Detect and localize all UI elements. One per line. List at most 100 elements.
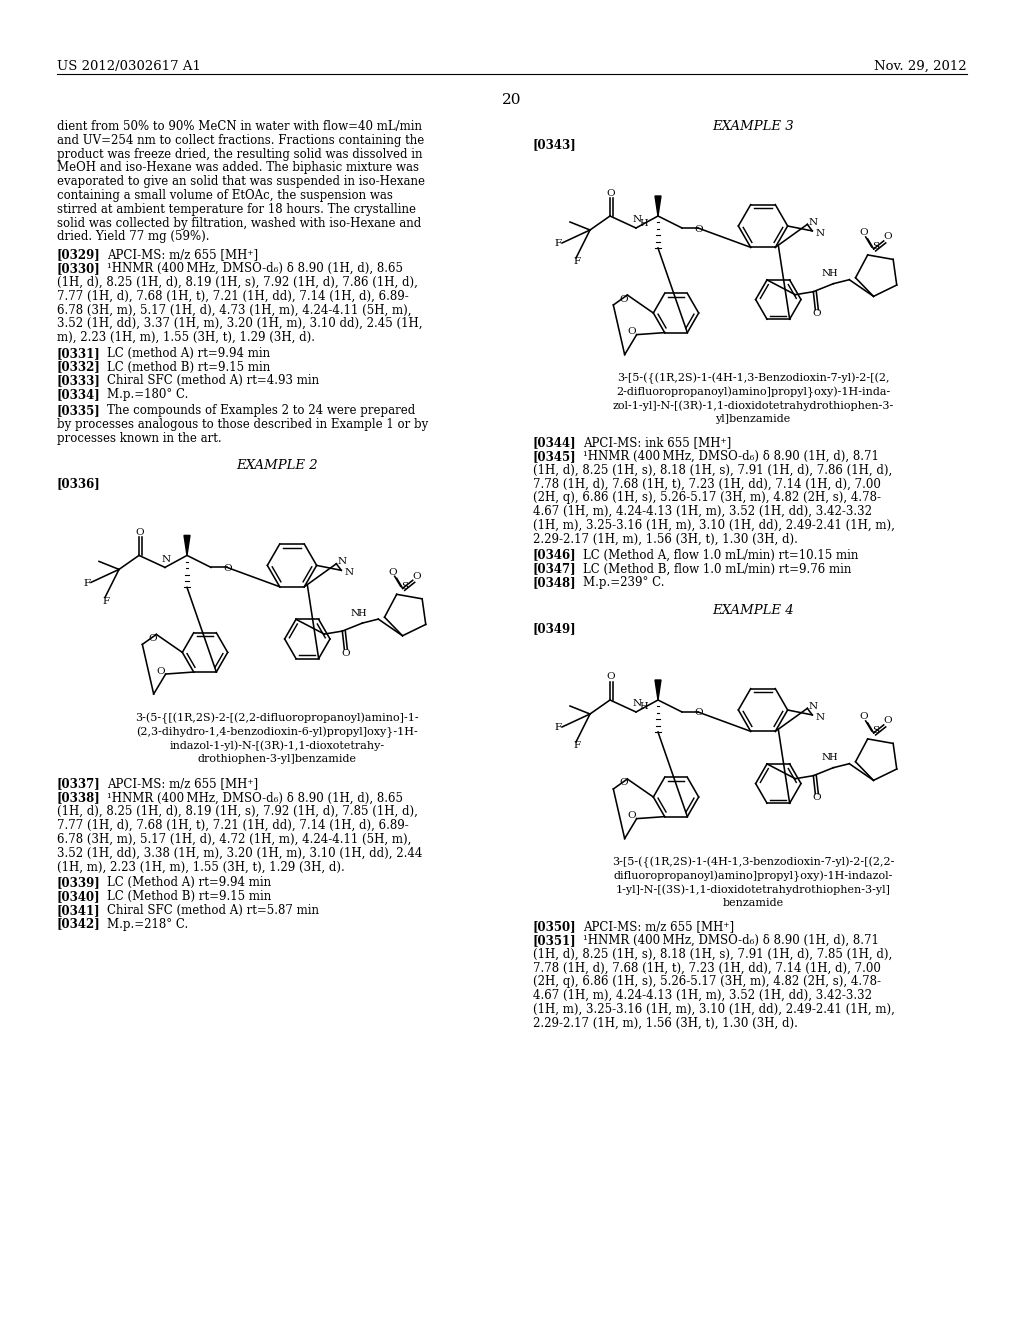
Polygon shape [184, 536, 190, 556]
Text: difluoropropanoyl)amino]propyl}oxy)-1H-indazol-: difluoropropanoyl)amino]propyl}oxy)-1H-i… [613, 871, 893, 882]
Text: benzamide: benzamide [723, 899, 783, 908]
Text: O: O [859, 713, 868, 722]
Text: MeOH and iso-Hexane was added. The biphasic mixture was: MeOH and iso-Hexane was added. The bipha… [57, 161, 419, 174]
Text: (1H, d), 8.25 (1H, s), 8.18 (1H, s), 7.91 (1H, d), 7.86 (1H, d),: (1H, d), 8.25 (1H, s), 8.18 (1H, s), 7.9… [534, 463, 892, 477]
Text: [0337]: [0337] [57, 777, 100, 791]
Text: [0351]: [0351] [534, 935, 577, 946]
Text: N: N [345, 568, 354, 577]
Text: APCI-MS: m/z 655 [MH⁺]: APCI-MS: m/z 655 [MH⁺] [583, 920, 734, 933]
Text: S: S [401, 582, 409, 591]
Text: F: F [573, 742, 581, 751]
Text: (2,3-dihydro-1,4-benzodioxin-6-yl)propyl]oxy}-1H-: (2,3-dihydro-1,4-benzodioxin-6-yl)propyl… [136, 726, 418, 738]
Text: (1H, d), 8.25 (1H, d), 8.19 (1H, s), 7.92 (1H, d), 7.86 (1H, d),: (1H, d), 8.25 (1H, d), 8.19 (1H, s), 7.9… [57, 276, 418, 289]
Text: EXAMPLE 3: EXAMPLE 3 [712, 120, 794, 133]
Text: 3-[5-({(1R,2S)-1-(4H-1,3-benzodioxin-7-yl)-2-[(2,2-: 3-[5-({(1R,2S)-1-(4H-1,3-benzodioxin-7-y… [611, 857, 894, 869]
Text: and UV=254 nm to collect fractions. Fractions containing the: and UV=254 nm to collect fractions. Frac… [57, 133, 424, 147]
Text: N: N [816, 713, 825, 722]
Text: LC (Method B) rt=9.15 min: LC (Method B) rt=9.15 min [106, 890, 271, 903]
Text: O: O [620, 294, 628, 304]
Text: 3-(5-{[(1R,2S)-2-[(2,2-difluoropropanoyl)amino]-1-: 3-(5-{[(1R,2S)-2-[(2,2-difluoropropanoyl… [135, 713, 419, 723]
Text: 6.78 (3H, m), 5.17 (1H, d), 4.73 (1H, m), 4.24-4.11 (5H, m),: 6.78 (3H, m), 5.17 (1H, d), 4.73 (1H, m)… [57, 304, 412, 317]
Text: Chiral SFC (method A) rt=5.87 min: Chiral SFC (method A) rt=5.87 min [106, 904, 319, 917]
Text: EXAMPLE 2: EXAMPLE 2 [237, 459, 317, 473]
Text: F: F [83, 579, 90, 587]
Text: N: N [821, 269, 830, 279]
Text: 6.78 (3H, m), 5.17 (1H, d), 4.72 (1H, m), 4.24-4.11 (5H, m),: 6.78 (3H, m), 5.17 (1H, d), 4.72 (1H, m)… [57, 833, 412, 846]
Text: The compounds of Examples 2 to 24 were prepared: The compounds of Examples 2 to 24 were p… [106, 404, 416, 417]
Text: LC (Method B, flow 1.0 mL/min) rt=9.76 min: LC (Method B, flow 1.0 mL/min) rt=9.76 m… [583, 562, 851, 576]
Text: N: N [633, 700, 642, 709]
Text: O: O [157, 667, 165, 676]
Text: [0336]: [0336] [57, 478, 100, 491]
Text: O: O [388, 568, 397, 577]
Text: H: H [640, 702, 648, 711]
Text: ¹HNMR (400 MHz, DMSO-d₆) δ 8.90 (1H, d), 8.71: ¹HNMR (400 MHz, DMSO-d₆) δ 8.90 (1H, d),… [583, 935, 879, 946]
Text: ¹HNMR (400 MHz, DMSO-d₆) δ 8.90 (1H, d), 8.65: ¹HNMR (400 MHz, DMSO-d₆) δ 8.90 (1H, d),… [106, 792, 403, 804]
Polygon shape [655, 680, 662, 700]
Text: M.p.=218° C.: M.p.=218° C. [106, 917, 188, 931]
Text: O: O [884, 717, 892, 726]
Text: O: O [884, 232, 892, 242]
Text: processes known in the art.: processes known in the art. [57, 432, 221, 445]
Text: solid was collected by filtration, washed with iso-Hexane and: solid was collected by filtration, washe… [57, 216, 421, 230]
Text: N: N [821, 754, 830, 762]
Text: O: O [606, 189, 615, 198]
Text: M.p.=239° C.: M.p.=239° C. [583, 577, 665, 589]
Text: N: N [338, 557, 347, 566]
Text: zol-1-yl]-N-[(3R)-1,1-dioxidotetrahydrothiophen-3-: zol-1-yl]-N-[(3R)-1,1-dioxidotetrahydrot… [612, 400, 894, 411]
Text: N: N [162, 554, 171, 564]
Text: drothiophen-3-yl]benzamide: drothiophen-3-yl]benzamide [198, 754, 356, 764]
Text: F: F [554, 723, 561, 733]
Text: 4.67 (1H, m), 4.24-4.13 (1H, m), 3.52 (1H, dd), 3.42-3.32: 4.67 (1H, m), 4.24-4.13 (1H, m), 3.52 (1… [534, 989, 872, 1002]
Text: [0332]: [0332] [57, 360, 101, 374]
Text: [0348]: [0348] [534, 577, 577, 589]
Text: 1-yl]-N-[(3S)-1,1-dioxidotetrahydrothiophen-3-yl]: 1-yl]-N-[(3S)-1,1-dioxidotetrahydrothiop… [615, 884, 891, 895]
Text: m), 2.23 (1H, m), 1.55 (3H, t), 1.29 (3H, d).: m), 2.23 (1H, m), 1.55 (3H, t), 1.29 (3H… [57, 331, 315, 345]
Text: (1H, m), 2.23 (1H, m), 1.55 (3H, t), 1.29 (3H, d).: (1H, m), 2.23 (1H, m), 1.55 (3H, t), 1.2… [57, 861, 345, 874]
Text: (1H, d), 8.25 (1H, d), 8.19 (1H, s), 7.92 (1H, d), 7.85 (1H, d),: (1H, d), 8.25 (1H, d), 8.19 (1H, s), 7.9… [57, 805, 418, 818]
Text: [0329]: [0329] [57, 248, 100, 261]
Text: (2H, q), 6.86 (1H, s), 5.26-5.17 (3H, m), 4.82 (2H, s), 4.78-: (2H, q), 6.86 (1H, s), 5.26-5.17 (3H, m)… [534, 975, 881, 989]
Text: 7.78 (1H, d), 7.68 (1H, t), 7.23 (1H, dd), 7.14 (1H, d), 7.00: 7.78 (1H, d), 7.68 (1H, t), 7.23 (1H, dd… [534, 961, 881, 974]
Text: US 2012/0302617 A1: US 2012/0302617 A1 [57, 59, 201, 73]
Text: N: N [816, 228, 825, 238]
Text: [0338]: [0338] [57, 792, 100, 804]
Text: F: F [102, 597, 110, 606]
Text: N: N [351, 609, 359, 618]
Text: F: F [573, 257, 581, 267]
Text: 4.67 (1H, m), 4.24-4.13 (1H, m), 3.52 (1H, dd), 3.42-3.32: 4.67 (1H, m), 4.24-4.13 (1H, m), 3.52 (1… [534, 506, 872, 519]
Text: H: H [640, 219, 648, 227]
Text: [0345]: [0345] [534, 450, 577, 463]
Text: N: N [633, 215, 642, 224]
Text: 2.29-2.17 (1H, m), 1.56 (3H, t), 1.30 (3H, d).: 2.29-2.17 (1H, m), 1.56 (3H, t), 1.30 (3… [534, 533, 798, 545]
Text: O: O [606, 672, 615, 681]
Text: LC (method A) rt=9.94 min: LC (method A) rt=9.94 min [106, 347, 270, 360]
Text: H: H [828, 754, 837, 762]
Text: APCI-MS: m/z 655 [MH⁺]: APCI-MS: m/z 655 [MH⁺] [106, 248, 258, 261]
Text: [0343]: [0343] [534, 139, 577, 150]
Text: O: O [628, 327, 636, 337]
Text: [0335]: [0335] [57, 404, 100, 417]
Text: [0334]: [0334] [57, 388, 100, 401]
Text: EXAMPLE 4: EXAMPLE 4 [712, 605, 794, 616]
Text: [0349]: [0349] [534, 622, 577, 635]
Text: dried. Yield 77 mg (59%).: dried. Yield 77 mg (59%). [57, 231, 210, 243]
Text: O: O [694, 224, 703, 234]
Text: [0340]: [0340] [57, 890, 100, 903]
Text: [0344]: [0344] [534, 436, 577, 449]
Text: (1H, m), 3.25-3.16 (1H, m), 3.10 (1H, dd), 2.49-2.41 (1H, m),: (1H, m), 3.25-3.16 (1H, m), 3.10 (1H, dd… [534, 519, 895, 532]
Text: indazol-1-yl)-N-[(3R)-1,1-dioxotetrahy-: indazol-1-yl)-N-[(3R)-1,1-dioxotetrahy- [169, 741, 385, 751]
Text: 7.78 (1H, d), 7.68 (1H, t), 7.23 (1H, dd), 7.14 (1H, d), 7.00: 7.78 (1H, d), 7.68 (1H, t), 7.23 (1H, dd… [534, 478, 881, 491]
Text: 3.52 (1H, dd), 3.38 (1H, m), 3.20 (1H, m), 3.10 (1H, dd), 2.44: 3.52 (1H, dd), 3.38 (1H, m), 3.20 (1H, m… [57, 846, 422, 859]
Text: LC (Method A) rt=9.94 min: LC (Method A) rt=9.94 min [106, 876, 271, 890]
Text: O: O [812, 793, 820, 803]
Text: S: S [872, 243, 880, 251]
Text: H: H [357, 609, 366, 618]
Text: S: S [872, 726, 880, 735]
Text: O: O [148, 634, 157, 643]
Text: O: O [223, 564, 232, 573]
Text: APCI-MS: ink 655 [MH⁺]: APCI-MS: ink 655 [MH⁺] [583, 436, 731, 449]
Text: stirred at ambient temperature for 18 hours. The crystalline: stirred at ambient temperature for 18 ho… [57, 203, 416, 215]
Text: dient from 50% to 90% MeCN in water with flow=40 mL/min: dient from 50% to 90% MeCN in water with… [57, 120, 422, 133]
Text: O: O [859, 228, 868, 238]
